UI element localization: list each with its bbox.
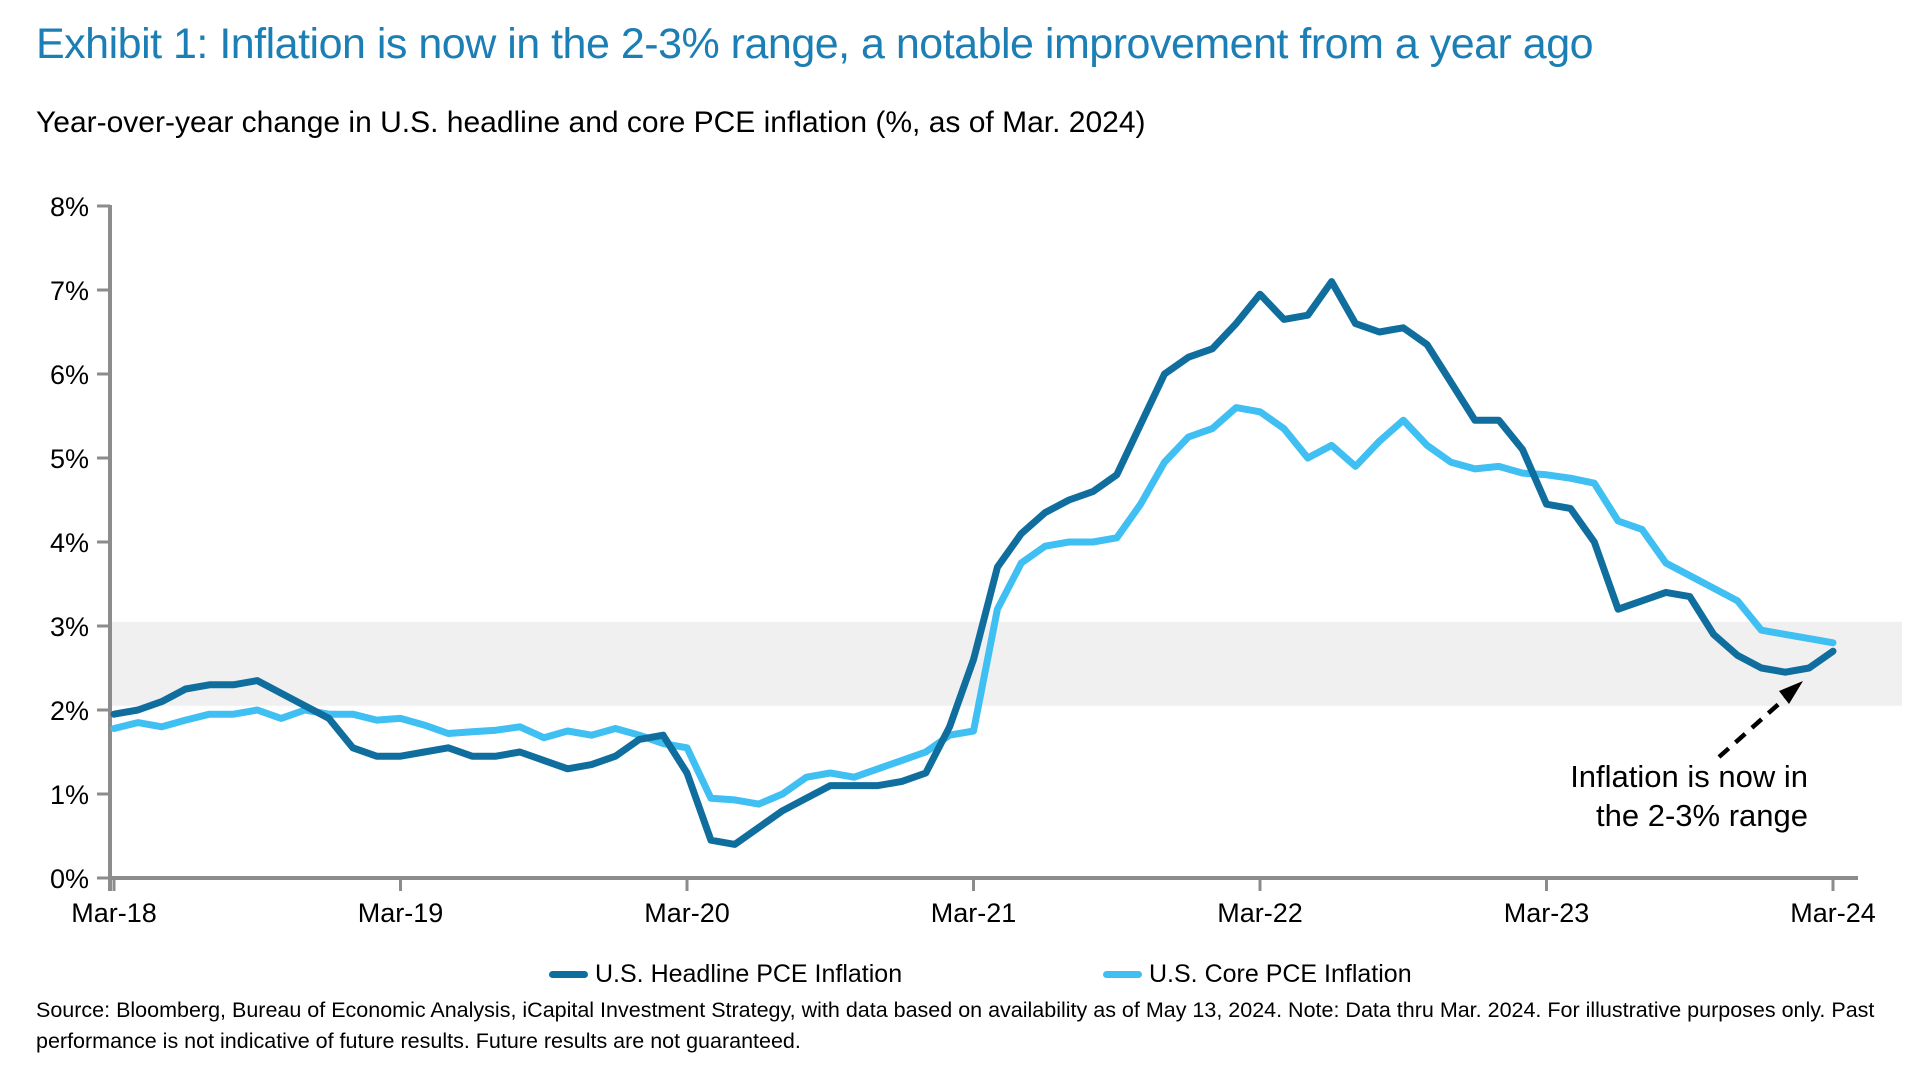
x-tick-label: Mar-19 [358, 898, 444, 928]
core-pce-series-line [110, 404, 1837, 808]
y-tick-label: 6% [50, 360, 89, 390]
legend-item-core: U.S. Core PCE Inflation [1103, 960, 1412, 989]
y-tick-label: 3% [50, 612, 89, 642]
y-axis-ticks: 0% 1% 2% 3% 4% 5% 6% 7% 8% [50, 192, 110, 894]
annotation-callout: Inflation is now in the 2-3% range [1570, 681, 1808, 833]
y-tick-label: 4% [50, 528, 89, 558]
x-tick-label: Mar-21 [931, 898, 1017, 928]
x-tick-label: Mar-22 [1217, 898, 1303, 928]
annotation-arrow-line [1717, 692, 1792, 759]
y-tick-label: 1% [50, 780, 89, 810]
x-tick-label: Mar-23 [1504, 898, 1590, 928]
core-legend-label: U.S. Core PCE Inflation [1149, 960, 1412, 988]
core-legend-swatch [1103, 971, 1142, 978]
annotation-text-line1: Inflation is now in [1570, 759, 1808, 794]
x-tick-label: Mar-20 [644, 898, 730, 928]
y-tick-label: 2% [50, 696, 89, 726]
source-disclaimer: Source: Bloomberg, Bureau of Economic An… [36, 995, 1874, 1057]
page-title: Exhibit 1: Inflation is now in the 2-3% … [36, 20, 1594, 68]
y-tick-label: 8% [50, 192, 89, 222]
x-tick-label: Mar-24 [1790, 898, 1876, 928]
y-tick-label: 5% [50, 444, 89, 474]
chart-subtitle: Year-over-year change in U.S. headline a… [36, 106, 1146, 139]
y-tick-label: 0% [50, 864, 89, 894]
source-line1: Source: Bloomberg, Bureau of Economic An… [36, 998, 1875, 1022]
annotation-text-line2: the 2-3% range [1596, 798, 1808, 833]
source-line2: performance is not indicative of future … [36, 1029, 801, 1053]
headline-legend-label: U.S. Headline PCE Inflation [595, 960, 903, 988]
legend-item-headline: U.S. Headline PCE Inflation [549, 960, 902, 989]
x-tick-label: Mar-18 [71, 898, 157, 928]
annotation-arrowhead-icon [1779, 681, 1803, 704]
headline-legend-swatch [549, 971, 588, 978]
y-tick-label: 7% [50, 276, 89, 306]
target-range-band [111, 621, 1902, 706]
headline-pce-series-line [110, 278, 1837, 848]
x-axis-ticks: Mar-18 Mar-19 Mar-20 Mar-21 Mar-22 Mar-23 Mar-… [71, 878, 1876, 928]
